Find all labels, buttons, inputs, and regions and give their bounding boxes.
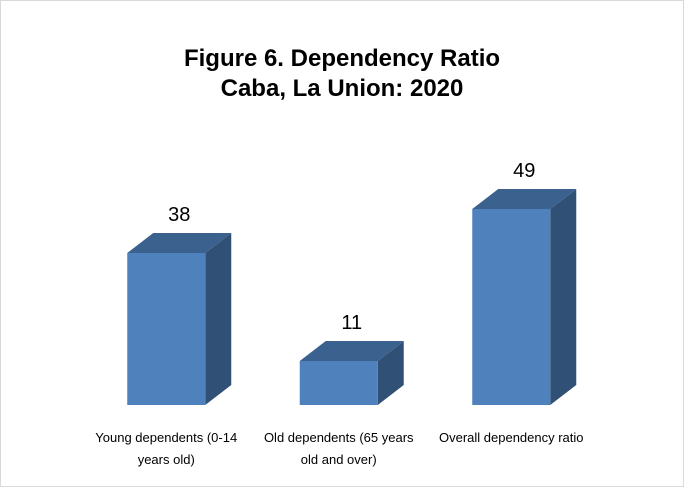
chart-title: Figure 6. Dependency Ratio Caba, La Unio… [183,45,501,102]
x-tick-label: Overall dependency ratio [438,430,584,445]
bar [299,361,378,405]
bar-top [127,233,232,253]
value-label: 49 [513,160,535,182]
bar-top [299,341,404,361]
bar-top [472,189,577,209]
bar-side [550,189,577,405]
bar [127,253,206,405]
value-label: 38 [168,204,190,226]
x-tick-label: Old dependents (65 years old and over) [263,430,414,467]
bar [472,209,551,405]
bar-side [377,341,404,405]
x-tick-label: Young dependents (0-14 years old) [95,430,238,467]
value-label: 11 [341,312,362,334]
bar-side [205,233,232,405]
